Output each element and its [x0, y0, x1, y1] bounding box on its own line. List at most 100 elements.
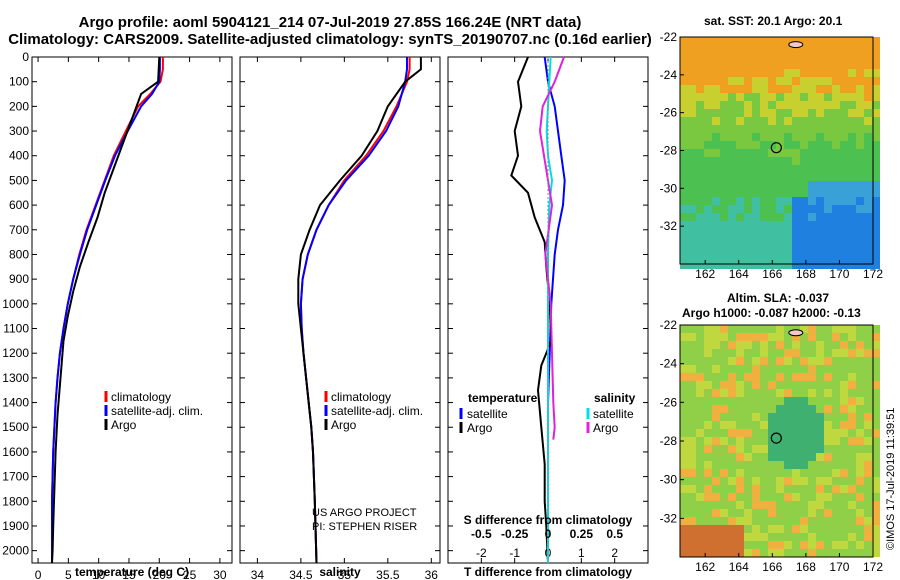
map-cell [784, 141, 792, 149]
map-cell [864, 221, 872, 229]
map-cell [680, 165, 688, 173]
map-cell [736, 373, 744, 381]
map-cell [856, 45, 864, 53]
map-cell [816, 77, 824, 85]
map-cell [800, 341, 808, 349]
map-cell [776, 509, 784, 517]
map-cell [816, 429, 824, 437]
map-cell [856, 325, 864, 333]
map-cell [688, 397, 696, 405]
map-cell [688, 389, 696, 397]
map-cell [808, 181, 816, 189]
map-cell [744, 229, 752, 237]
map-cell [824, 517, 832, 525]
map-cell [832, 437, 840, 445]
map-cell [808, 405, 816, 413]
map-cell [728, 469, 736, 477]
map-cell [712, 101, 720, 109]
map-cell [824, 429, 832, 437]
map-cell [728, 197, 736, 205]
map-cell [816, 85, 824, 93]
map-cell [848, 53, 856, 61]
map-cell [864, 53, 872, 61]
map-cell [872, 77, 880, 85]
map-cell [728, 221, 736, 229]
map-cell [856, 77, 864, 85]
map-cell [784, 149, 792, 157]
map-cell [712, 349, 720, 357]
map-cell [744, 253, 752, 261]
map-cell [784, 373, 792, 381]
map-cell [776, 485, 784, 493]
map-cell [784, 485, 792, 493]
map-cell [688, 125, 696, 133]
map-cell [856, 133, 864, 141]
map-cell [832, 445, 840, 453]
map-cell [744, 333, 752, 341]
map-cell [760, 101, 768, 109]
map-cell [688, 333, 696, 341]
map-cell [792, 437, 800, 445]
map-cell [728, 349, 736, 357]
map-cell [752, 133, 760, 141]
map-cell [752, 221, 760, 229]
map-cell [688, 45, 696, 53]
map-cell [720, 117, 728, 125]
map-cell [808, 45, 816, 53]
map-cell [728, 149, 736, 157]
map-cell [792, 461, 800, 469]
map-cell [728, 421, 736, 429]
map-cell [688, 365, 696, 373]
map-cell [728, 229, 736, 237]
map-cell [840, 157, 848, 165]
map-cell [736, 165, 744, 173]
map-cell [800, 357, 808, 365]
map-cell [840, 485, 848, 493]
map-cell [824, 245, 832, 253]
x-tick-label: 15 [122, 568, 136, 580]
map-cell [736, 101, 744, 109]
map-cell [776, 381, 784, 389]
map-cell [680, 149, 688, 157]
map-cell [784, 245, 792, 253]
map-cell [760, 245, 768, 253]
map-cell [848, 141, 856, 149]
map-cell [832, 381, 840, 389]
map-cell [680, 197, 688, 205]
map-cell [752, 85, 760, 93]
map-cell [744, 125, 752, 133]
map-cell [736, 189, 744, 197]
map-cell [720, 477, 728, 485]
map-cell [712, 397, 720, 405]
map-cell [744, 149, 752, 157]
map-cell [744, 141, 752, 149]
map-cell [744, 421, 752, 429]
map-cell [752, 461, 760, 469]
map-cell [720, 141, 728, 149]
map-cell [784, 237, 792, 245]
map-cell [864, 189, 872, 197]
map-cell [832, 205, 840, 213]
map-cell [824, 109, 832, 117]
map-cell [808, 93, 816, 101]
map-cell [760, 325, 768, 333]
map-cell [712, 53, 720, 61]
map-cell [864, 45, 872, 53]
map-cell [680, 341, 688, 349]
map-cell [680, 501, 688, 509]
map-cell [752, 445, 760, 453]
map-cell [704, 149, 712, 157]
map-cell [728, 413, 736, 421]
map-cell [680, 421, 688, 429]
map-cell [856, 69, 864, 77]
map-cell [776, 77, 784, 85]
map-cell [704, 501, 712, 509]
map-cell [744, 85, 752, 93]
map-cell [712, 453, 720, 461]
map-cell [728, 405, 736, 413]
map-cell [832, 389, 840, 397]
map-cell [864, 213, 872, 221]
map-cell [800, 61, 808, 69]
map-cell [792, 525, 800, 533]
y-tick-label: 1500 [2, 420, 29, 434]
